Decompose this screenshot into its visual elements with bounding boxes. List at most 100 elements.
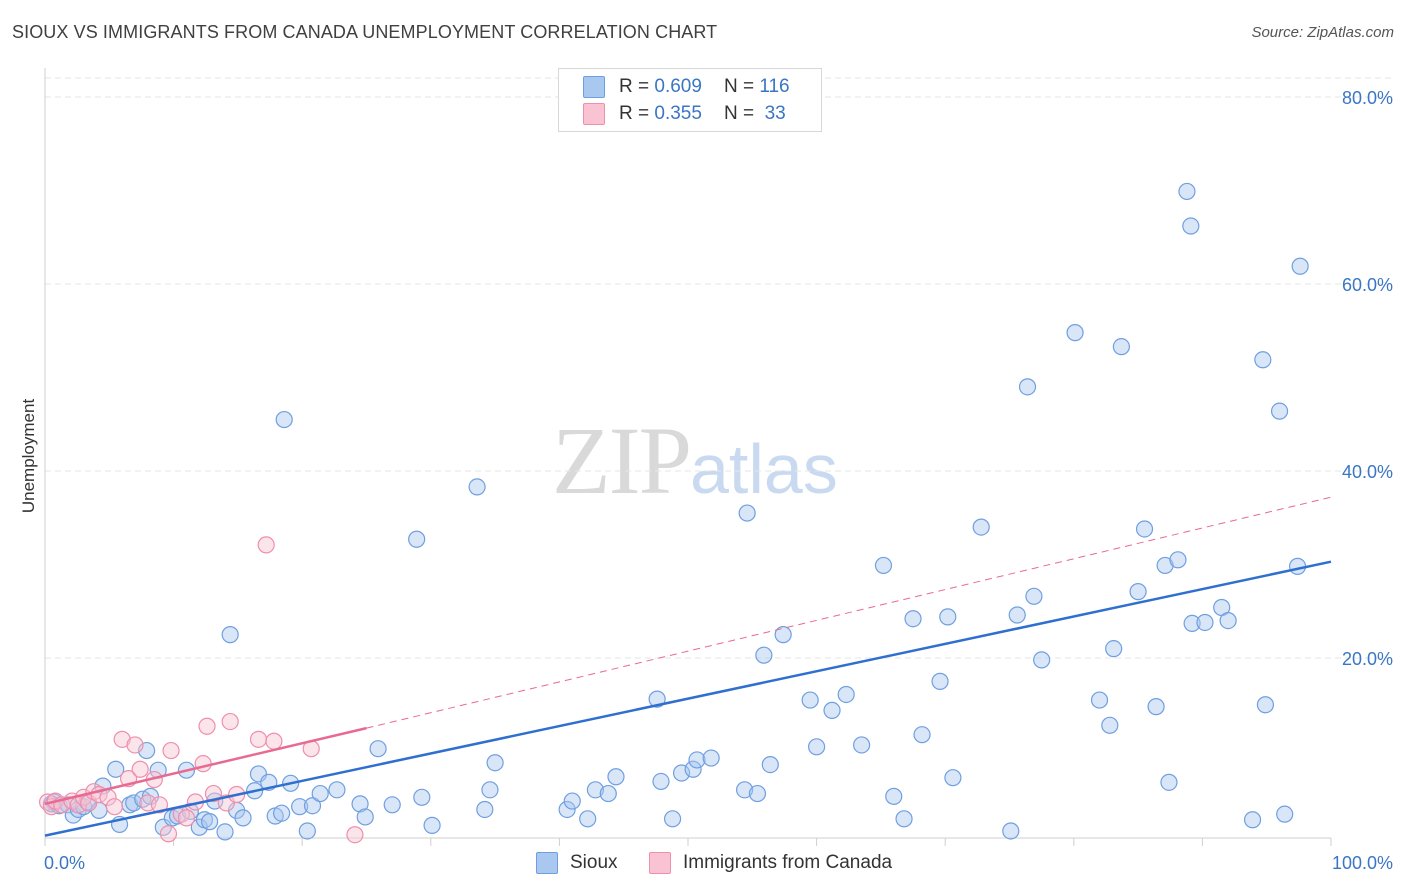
sioux-point [944, 769, 962, 787]
canada-point [105, 798, 124, 816]
sioux-point [1254, 351, 1272, 369]
sioux-point [351, 795, 369, 813]
sioux-point [823, 701, 841, 719]
sioux-point [476, 800, 494, 819]
sioux-point [885, 787, 903, 805]
canada-trendline [44, 726, 367, 806]
sioux-point [1002, 822, 1020, 840]
sioux-point [755, 646, 773, 664]
sioux-point [303, 797, 322, 815]
sioux-point [837, 685, 855, 704]
legend-swatch-canada [583, 103, 605, 125]
canada-point [159, 825, 178, 843]
legend-row-canada: R = 0.355 N = 33 [583, 102, 786, 126]
sioux-point [383, 796, 401, 814]
sioux-point [579, 810, 597, 828]
sioux-point [663, 810, 682, 828]
sioux-point [311, 784, 329, 803]
y-axis-label: Unemployment [19, 399, 38, 514]
sioux-point [1276, 805, 1294, 823]
y-tick-label: 60.0% [1342, 275, 1393, 295]
sioux-point [702, 749, 720, 767]
correlation-legend: R = 0.609 N = 116 R = 0.355 N = 33 [558, 68, 822, 132]
sioux-point [939, 608, 957, 626]
sioux-point [801, 691, 819, 709]
sioux-point [1105, 640, 1123, 658]
sioux-point [774, 626, 792, 644]
sioux-point [853, 736, 871, 754]
sioux-point [1090, 691, 1109, 709]
sioux-point [216, 823, 234, 841]
sioux-point [1243, 811, 1262, 829]
legend-n-value: 116 [759, 76, 790, 97]
sioux-point [895, 810, 913, 828]
sioux-point [688, 751, 706, 769]
sioux-point [1160, 773, 1178, 791]
sioux-point [125, 794, 143, 812]
sioux-point [1112, 338, 1130, 356]
canada-point [249, 730, 268, 748]
sioux-point [1256, 696, 1275, 714]
sioux-point [413, 788, 431, 806]
sioux-point [761, 755, 779, 774]
series-legend-sioux: Sioux [536, 852, 618, 874]
canada-trendline-extension [366, 496, 1332, 729]
source-label: Source: ZipAtlas.com [1251, 24, 1394, 41]
sioux-point [738, 504, 756, 522]
y-tick-label: 80.0% [1342, 88, 1393, 108]
sioux-point [481, 781, 499, 799]
canada-point [194, 755, 212, 773]
sioux-point [221, 626, 239, 644]
canada-point [177, 809, 196, 827]
sioux-point [931, 672, 949, 690]
sioux-point [1182, 217, 1200, 235]
canada-point [198, 717, 216, 735]
sioux-point [275, 410, 293, 429]
sioux-point [1178, 182, 1196, 201]
sioux-point [328, 781, 346, 799]
sioux-point [1066, 324, 1084, 342]
sioux-point [684, 760, 702, 778]
canada-point [150, 796, 169, 814]
sioux-point [423, 816, 441, 834]
sioux-point [874, 556, 893, 575]
sioux-point [1135, 520, 1154, 538]
canada-point [162, 741, 180, 760]
x-tick-label: 0.0% [44, 853, 85, 873]
legend-r-label: R = [619, 76, 650, 97]
sioux-point [408, 530, 426, 548]
sioux-point [1291, 257, 1309, 275]
sioux-point [1183, 614, 1201, 633]
sioux-point [107, 760, 125, 778]
series-label-canada: Immigrants from Canada [683, 852, 893, 873]
sioux-point [1018, 378, 1037, 396]
legend-swatch-sioux [583, 76, 605, 98]
sioux-point [1196, 613, 1214, 632]
x-tick-label: 100.0% [1332, 853, 1393, 873]
canada-point [265, 732, 283, 750]
legend-r-label: R = [619, 103, 650, 124]
sioux-point [904, 610, 922, 628]
sioux-point [291, 798, 309, 816]
canada-point [131, 760, 149, 778]
sioux-trendline [44, 560, 1332, 837]
y-tick-label: 20.0% [1342, 649, 1393, 669]
sioux-point [369, 740, 387, 758]
legend-n-label: N = [723, 76, 755, 97]
sioux-point [1033, 651, 1051, 669]
chart-title: SIOUX VS IMMIGRANTS FROM CANADA UNEMPLOY… [12, 22, 718, 42]
sioux-point [563, 792, 581, 810]
series-label-sioux: Sioux [570, 852, 618, 873]
canada-point [257, 536, 275, 554]
sioux-point [201, 813, 219, 831]
sioux-point [298, 822, 316, 840]
canada-point [126, 736, 144, 754]
sioux-point [1008, 606, 1026, 624]
sioux-point [1129, 583, 1147, 601]
sioux-point [748, 784, 767, 803]
series-legend: Sioux Immigrants from Canada [0, 852, 1406, 876]
sioux-point [1147, 698, 1165, 716]
canada-point [204, 784, 223, 803]
sioux-point [273, 804, 291, 822]
